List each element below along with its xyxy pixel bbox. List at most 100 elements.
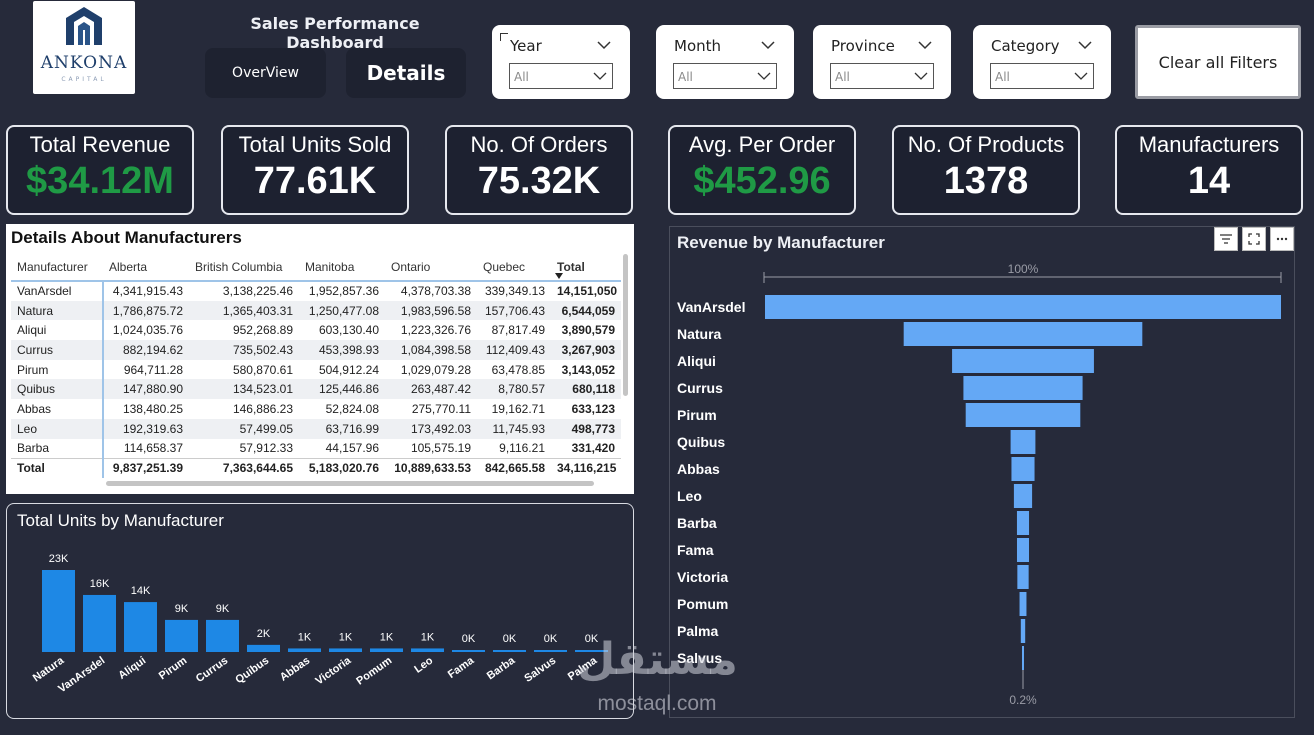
total-cell: 3,143,052 [561,362,615,377]
table-row[interactable]: Aliqui 1,024,035.76 952,268.89 603,130.40 1,… [11,320,621,341]
tick-label: Victoria [313,654,353,687]
data-label: 2K [257,628,271,640]
column-header-total[interactable]: Total [551,253,621,282]
value-cell: 19,162.71 [491,401,545,416]
value-cell: 1,786,875.72 [103,300,189,321]
value-cell: 138,480.25 [122,401,183,416]
kpi-manufacturers: Manufacturers 14 [1115,125,1303,215]
manufacturer-cell: Quibus [11,379,104,400]
more-options-icon [1276,237,1288,241]
horizontal-scrollbar[interactable] [106,481,594,486]
column-header[interactable]: Ontario [385,253,477,282]
kpi-label: Total Revenue [29,132,171,157]
tick-label: Pirum [157,655,190,683]
funnel-bar-leo [1013,484,1033,508]
chevron-down-icon[interactable] [917,37,933,53]
year-slicer[interactable]: Year All [492,25,630,99]
category-dropdown[interactable]: All [990,63,1094,89]
table-row[interactable]: Pirum 964,711.28 580,870.61 504,912.24 1,029… [11,359,621,380]
kpi-label: Manufacturers [1138,132,1280,157]
value-cell: 1,084,398.58 [385,340,477,360]
value-cell: 10,889,633.53 [385,457,477,478]
chevron-down-icon[interactable] [760,37,776,53]
value-cell: 8,780.57 [477,379,551,400]
chevron-down-icon[interactable] [1077,37,1093,53]
more-options-button[interactable] [1270,227,1294,251]
table-row[interactable]: Leo 192,319.63 57,499.05 63,716.99 173,492.0… [11,418,621,439]
data-label: 0K [544,633,558,645]
value-cell: 146,886.23 [232,401,293,416]
details-button[interactable]: Details [346,48,466,98]
category-label: Barba [677,515,717,531]
chevron-down-icon [1074,72,1088,80]
province-slicer[interactable]: Province All [813,25,951,99]
table-row[interactable]: Barba 114,658.37 57,912.33 44,157.96 105,575… [11,438,621,459]
filter-visual-button[interactable] [1214,227,1238,251]
watermark-arabic: مستقل [577,634,738,685]
funnel-bar-pomum [1019,592,1027,616]
funnel-bar-barba [1016,511,1030,535]
year-dropdown[interactable]: All [509,63,613,89]
funnel-bar-vanarsdel [765,295,1281,319]
month-dropdown[interactable]: All [673,63,777,89]
chevron-down-icon[interactable] [596,37,612,53]
funnel-bar-pirum [965,403,1081,427]
tick-label: Abbas [278,655,312,684]
table-row[interactable]: VanArsdel 4,341,915.43 3,138,225.46 1,952,8… [11,281,621,301]
table-row[interactable]: Currus 882,194.62 735,502.43 453,398.93 1,08… [11,340,621,360]
category-label: Pomum [677,596,728,612]
value-cell: 147,880.90 [103,379,189,400]
tick-label: Barba [485,654,518,682]
bar-victoria [329,648,362,652]
clear-all-filters-button[interactable]: Clear all Filters [1135,25,1301,99]
province-dropdown[interactable]: All [830,63,934,89]
bar-currus [206,619,239,652]
category-dropdown-value: All [995,70,1010,84]
table-row[interactable]: Natura 1,786,875.72 1,365,403.31 1,250,477.… [11,300,621,321]
kpi-label: Total Units Sold [238,132,392,157]
column-header[interactable]: Quebec [477,253,551,282]
table-row[interactable]: Abbas 138,480.25 146,886.23 52,824.08 275,77… [11,399,621,419]
overview-button[interactable]: OverView [205,48,326,98]
data-label: 9K [175,603,189,615]
value-cell: 275,770.11 [411,401,471,416]
column-header[interactable]: Manitoba [299,253,385,282]
data-label: 16K [90,578,110,590]
category-slicer[interactable]: Category All [973,25,1111,99]
revenue-chart-title: Revenue by Manufacturer [677,233,885,252]
table-row[interactable]: Quibus 147,880.90 134,523.01 125,446.86 263,… [11,379,621,400]
total-cell: 3,267,903 [551,340,621,360]
value-cell: 1,250,477.08 [299,300,385,321]
bar-natura [42,570,75,652]
funnel-top-label: 100% [1008,262,1039,276]
value-cell: 1,223,326.76 [400,323,471,338]
kpi-total-revenue: Total Revenue $34.12M [6,125,194,215]
value-cell: 4,341,915.43 [112,284,183,299]
column-header[interactable]: Alberta [103,253,189,282]
table-total-row[interactable]: Total 9,837,251.39 7,363,644.65 5,183,020.7… [11,457,621,478]
value-cell: 263,487.42 [385,379,477,400]
value-cell: 7,363,644.65 [189,457,299,478]
month-slicer[interactable]: Month All [656,25,794,99]
total-cell: 680,118 [551,379,621,400]
column-header[interactable]: British Columbia [189,253,299,282]
vertical-scrollbar[interactable] [623,254,628,396]
value-cell: 44,157.96 [325,441,379,456]
total-cell: 331,420 [571,441,615,456]
data-label: 9K [216,603,230,615]
data-label: 1K [339,631,353,643]
bar-quibus [247,644,280,652]
manufacturer-cell: Barba [11,438,104,459]
tick-label: Salvus [522,655,558,685]
column-header-total-label: Total [557,259,585,274]
manufacturer-cell: Total [11,457,104,478]
column-header[interactable]: Manufacturer [11,253,103,282]
focus-mode-button[interactable] [1242,227,1266,251]
funnel-bar-quibus [1010,430,1036,454]
value-cell: 603,130.40 [318,323,379,338]
value-cell: 504,912.24 [318,362,379,377]
value-cell: 735,502.43 [189,340,299,360]
value-cell: 114,658.37 [123,441,183,456]
chevron-down-icon [593,72,607,80]
value-cell: 157,706.43 [477,300,551,321]
